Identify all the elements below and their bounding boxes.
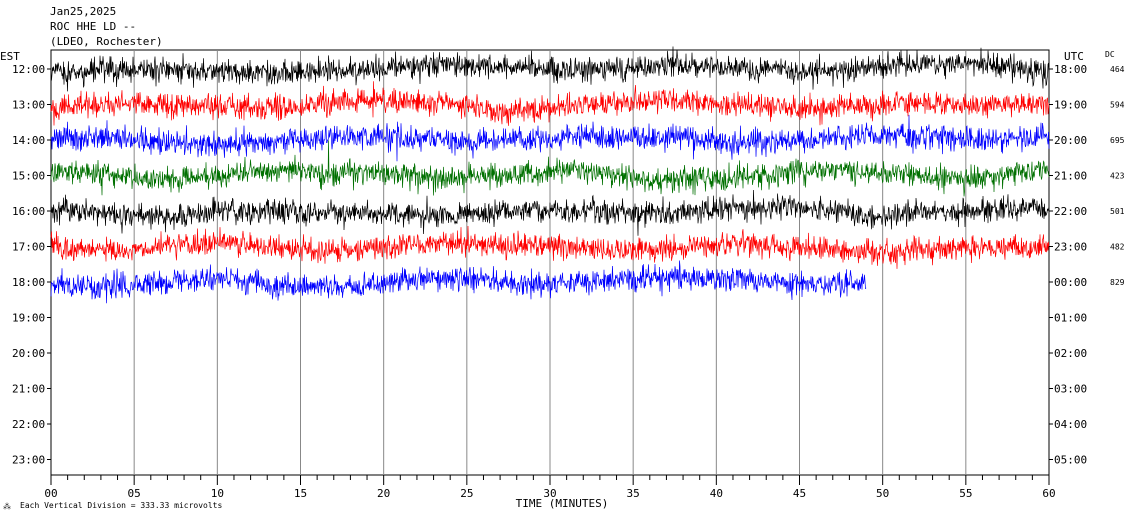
right-hour-label: 04:00 [1054, 418, 1087, 431]
left-hour-label: 17:00 [12, 241, 45, 254]
right-hour-labels: 18:00 19:00 20:00 21:00 22:00 23:00 00:00 01:00… [1049, 63, 1087, 467]
dc-label: DC [1105, 50, 1115, 59]
left-axis-label: EST [0, 50, 20, 63]
x-tick-label: 30 [543, 487, 556, 500]
x-tick-label: 40 [710, 487, 723, 500]
left-hour-label: 21:00 [12, 383, 45, 396]
right-hour-label: 20:00 [1054, 134, 1087, 147]
x-tick-label: 55 [959, 487, 972, 500]
right-hour-label: 05:00 [1054, 454, 1087, 467]
chart-title: ROC HHE LD -- [50, 20, 136, 33]
trace-1800 [50, 260, 867, 304]
left-hour-label: 15:00 [12, 170, 45, 183]
trace-1300 [50, 81, 1050, 126]
dc-value: 423 [1110, 172, 1125, 181]
x-tick-label: 10 [211, 487, 224, 500]
x-tick-label: 35 [627, 487, 640, 500]
left-hour-label: 19:00 [12, 312, 45, 325]
x-tick-label: 60 [1042, 487, 1055, 500]
trace-1500 [50, 140, 1050, 197]
scale-note: Each Vertical Division = 333.33 microvol… [20, 501, 222, 510]
chart-subtitle: (LDEO, Rochester) [50, 35, 163, 48]
chart-date: Jan25,2025 [50, 5, 116, 18]
left-hour-label: 23:00 [12, 454, 45, 467]
left-hour-label: 14:00 [12, 134, 45, 147]
left-hour-label: 22:00 [12, 418, 45, 431]
seismic-traces [50, 46, 1050, 304]
x-tick-label: 45 [793, 487, 806, 500]
trace-1700 [50, 225, 1050, 269]
right-axis-label: UTC [1064, 50, 1084, 63]
right-hour-label: 19:00 [1054, 99, 1087, 112]
trace-1600 [50, 189, 1050, 236]
x-tick-label: 05 [128, 487, 141, 500]
trace-1200 [50, 46, 1050, 92]
left-hour-label: 13:00 [12, 99, 45, 112]
right-hour-label: 21:00 [1054, 170, 1087, 183]
right-hour-label: 01:00 [1054, 312, 1087, 325]
right-hour-label: 22:00 [1054, 205, 1087, 218]
vertical-gridlines [133, 50, 967, 475]
left-hour-label: 20:00 [12, 347, 45, 360]
x-tick-label: 00 [44, 487, 57, 500]
dc-value: 464 [1110, 65, 1125, 74]
dc-value: 501 [1110, 207, 1125, 216]
x-tick-label: 25 [460, 487, 473, 500]
dc-value: 594 [1110, 101, 1125, 110]
x-tick-label: 15 [294, 487, 307, 500]
right-hour-label: 02:00 [1054, 347, 1087, 360]
right-hour-label: 23:00 [1054, 241, 1087, 254]
scale-icon: ⁂ [3, 502, 11, 511]
right-hour-label: 00:00 [1054, 276, 1087, 289]
x-axis-ticks: 00 05 10 15 20 25 30 35 40 45 50 55 60 [44, 475, 1056, 500]
x-axis-label: TIME (MINUTES) [516, 497, 609, 510]
dc-value: 829 [1110, 278, 1125, 287]
trace-1400 [50, 114, 1050, 162]
right-hour-label: 18:00 [1054, 63, 1087, 76]
left-hour-labels: 12:00 13:00 14:00 15:00 16:00 17:00 18:00 19:00… [12, 63, 51, 467]
dc-values: 464 594 695 423 501 482 829 [1110, 65, 1125, 287]
x-tick-label: 20 [377, 487, 390, 500]
right-hour-label: 03:00 [1054, 383, 1087, 396]
x-tick-label: 50 [876, 487, 889, 500]
left-hour-label: 16:00 [12, 205, 45, 218]
dc-value: 695 [1110, 136, 1125, 145]
left-hour-label: 12:00 [12, 63, 45, 76]
left-hour-label: 18:00 [12, 276, 45, 289]
dc-value: 482 [1110, 243, 1125, 252]
